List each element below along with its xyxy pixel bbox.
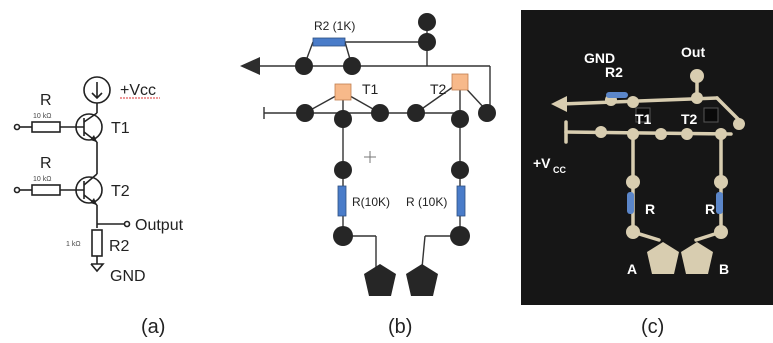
output-arrow-icon xyxy=(551,96,567,112)
resistor-r-right-component xyxy=(716,192,723,214)
panel-c-embroidery-photo: GND R2 Out T1 T2 +V CC R R A B (c) xyxy=(521,0,773,343)
r-top-value: 10 kΩ xyxy=(33,113,51,120)
vcc-label: +V xyxy=(533,155,551,171)
resistor-r-left-pad xyxy=(337,185,347,217)
stitch-node xyxy=(343,57,361,75)
input-terminal-a xyxy=(13,123,21,131)
panel-a-schematic: +Vcc R 10 kΩ T1 R 10 kΩ T2 Output 1 kΩ R… xyxy=(0,0,190,343)
thread-node xyxy=(714,225,728,239)
thread-node xyxy=(626,175,640,189)
transistor-t2-pad xyxy=(451,73,469,91)
stitch-layout-diagram: R2 (1K) T1 T2 R(10K) R (10K) xyxy=(240,13,496,296)
stitch-node xyxy=(334,161,352,179)
stitch-node xyxy=(296,104,314,122)
thread-node xyxy=(655,128,667,140)
t2-label: T2 xyxy=(681,111,698,127)
r-left-label: R(10K) xyxy=(352,195,390,209)
stitch-node xyxy=(371,104,389,122)
gnd-label: GND xyxy=(110,268,146,285)
thread-node xyxy=(627,96,639,108)
input-pad-b xyxy=(681,242,713,274)
vcc-label: +Vcc xyxy=(120,82,156,99)
resistor-r-right-pad xyxy=(456,185,466,217)
thread-node xyxy=(626,225,640,239)
stitch-node xyxy=(418,13,436,31)
r-right-label: R xyxy=(705,201,715,217)
output-label: Output xyxy=(135,217,184,234)
r2-label: R2 xyxy=(109,238,130,255)
thread-node xyxy=(627,128,639,140)
input-pad-a xyxy=(647,242,679,274)
resistor-r2-component xyxy=(606,92,628,98)
output-arrow-icon xyxy=(240,57,260,75)
t1-label: T1 xyxy=(362,81,379,97)
stitch-node xyxy=(334,110,352,128)
stitch-node xyxy=(295,57,313,75)
crosshair-icon xyxy=(364,151,376,163)
thread-node xyxy=(681,128,693,140)
stitch-node xyxy=(418,33,436,51)
resistor-r2 xyxy=(91,229,103,257)
thread-node xyxy=(714,175,728,189)
caption-a: (a) xyxy=(141,316,166,338)
t2-label: T2 xyxy=(111,183,130,200)
input-pad-a xyxy=(364,264,396,296)
t2-label: T2 xyxy=(430,81,447,97)
transistor-t1-pad xyxy=(334,83,352,101)
resistor-r2-pad xyxy=(312,37,346,47)
fabric-background xyxy=(521,10,773,305)
panel-b-stitch-layout: R2 (1K) T1 T2 R(10K) R (10K) (b) xyxy=(230,0,510,343)
r-bottom-label: R xyxy=(40,155,52,172)
stitch-node xyxy=(451,110,469,128)
input-pad-b xyxy=(406,264,438,296)
resistor-r-top xyxy=(31,121,61,133)
transistor-t2-component xyxy=(703,107,719,123)
r-top-label: R xyxy=(40,92,52,109)
gnd-label: GND xyxy=(584,50,615,66)
resistor-r-left-component xyxy=(627,192,634,214)
thread-node xyxy=(595,126,607,138)
r2-label: R2 xyxy=(605,64,623,80)
schematic-diagram: +Vcc R 10 kΩ T1 R 10 kΩ T2 Output 1 kΩ R… xyxy=(13,76,184,285)
vcc-subscript: CC xyxy=(553,165,566,175)
thread-node xyxy=(690,69,704,83)
caption-b: (b) xyxy=(388,316,413,338)
ground-symbol xyxy=(90,263,105,273)
transistor-t1-component xyxy=(635,107,651,123)
thread-node xyxy=(715,128,727,140)
thread-node xyxy=(691,92,703,104)
r-right-label: R (10K) xyxy=(406,195,447,209)
stitch-node xyxy=(333,226,353,246)
stitch-node xyxy=(407,104,425,122)
stitch-node xyxy=(478,104,496,122)
a-label: A xyxy=(627,261,637,277)
output-terminal xyxy=(123,220,131,228)
t1-label: T1 xyxy=(111,120,130,137)
b-label: B xyxy=(719,261,729,277)
t1-label: T1 xyxy=(635,111,652,127)
r-left-label: R xyxy=(645,201,655,217)
r-bottom-value: 10 kΩ xyxy=(33,176,51,183)
stitch-node xyxy=(450,226,470,246)
thread-node xyxy=(733,118,745,130)
embroidered-circuit-photo: GND R2 Out T1 T2 +V CC R R A B xyxy=(521,10,773,305)
resistor-r-bottom xyxy=(31,184,61,196)
caption-c: (c) xyxy=(641,316,665,338)
stitch-node xyxy=(451,161,469,179)
input-terminal-b xyxy=(13,186,21,194)
r2-value: 1 kΩ xyxy=(66,241,81,248)
out-label: Out xyxy=(681,44,705,60)
r2-label: R2 (1K) xyxy=(314,19,355,33)
